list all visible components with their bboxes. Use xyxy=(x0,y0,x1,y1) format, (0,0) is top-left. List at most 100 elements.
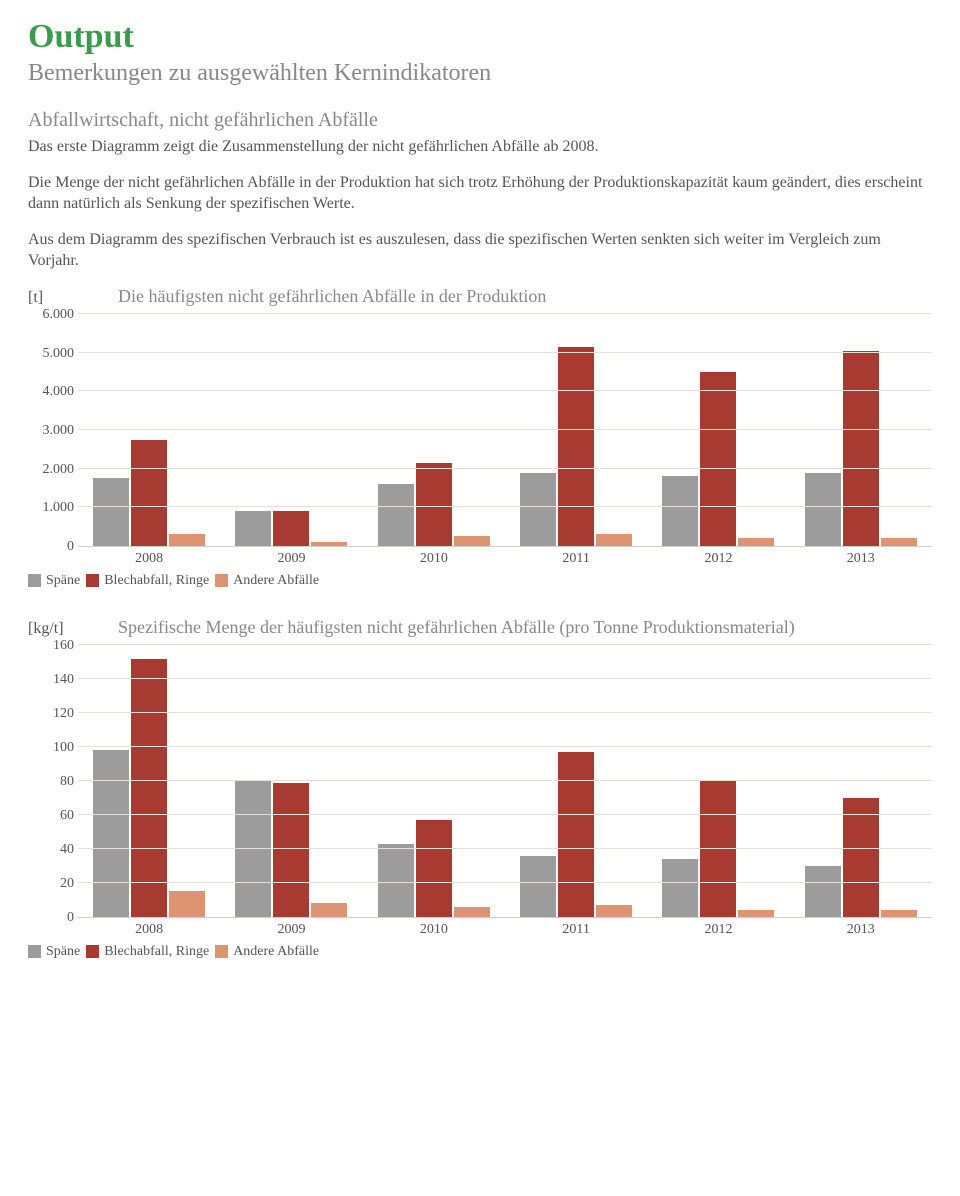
legend-item-spaene: Späne xyxy=(28,944,80,960)
swatch-icon xyxy=(86,574,99,587)
bar xyxy=(235,781,271,917)
y-tick-label: 5.000 xyxy=(43,346,75,362)
bar xyxy=(93,478,129,546)
chart-1-xaxis: 200820092010201120122013 xyxy=(78,551,932,567)
legend-label: Andere Abfälle xyxy=(233,573,319,589)
grid-line xyxy=(78,506,932,507)
bar xyxy=(805,473,841,546)
chart-2: [kg/t] Spezifische Menge der häufigsten … xyxy=(28,617,932,960)
bar xyxy=(378,484,414,546)
y-tick-label: 0 xyxy=(67,539,74,555)
bar xyxy=(93,750,129,917)
x-tick-label: 2011 xyxy=(505,551,647,567)
chart-1-unit: [t] xyxy=(28,289,78,307)
legend-item-andere: Andere Abfälle xyxy=(215,573,319,589)
y-tick-label: 2.000 xyxy=(43,462,75,478)
grid-line xyxy=(78,746,932,747)
bar xyxy=(131,440,167,546)
page-subtitle: Bemerkungen zu ausgewählten Kernindikato… xyxy=(28,60,932,87)
bar xyxy=(700,372,736,546)
swatch-icon xyxy=(28,574,41,587)
x-tick-label: 2011 xyxy=(505,922,647,938)
bar xyxy=(169,891,205,917)
swatch-icon xyxy=(86,945,99,958)
bar xyxy=(520,856,556,917)
legend-label: Späne xyxy=(46,573,80,589)
bar xyxy=(454,536,490,546)
y-tick-label: 0 xyxy=(67,910,74,926)
grid-line xyxy=(78,882,932,883)
section-title: Abfallwirtschaft, nicht gefährlichen Abf… xyxy=(28,109,932,132)
swatch-icon xyxy=(215,574,228,587)
x-tick-label: 2008 xyxy=(78,551,220,567)
grid-line xyxy=(78,780,932,781)
chart-2-yaxis: 020406080100120140160 xyxy=(28,646,78,918)
bar xyxy=(311,542,347,546)
grid-line xyxy=(78,848,932,849)
legend-label: Späne xyxy=(46,944,80,960)
bar-group xyxy=(78,646,220,917)
bar-group xyxy=(647,646,789,917)
legend-label: Blechabfall, Ringe xyxy=(104,944,209,960)
bar-group xyxy=(790,646,932,917)
bar xyxy=(273,783,309,917)
grid-line xyxy=(78,352,932,353)
bar xyxy=(416,463,452,546)
grid-line xyxy=(78,712,932,713)
y-tick-label: 3.000 xyxy=(43,423,75,439)
grid-line xyxy=(78,678,932,679)
bar-group xyxy=(220,315,362,546)
swatch-icon xyxy=(28,945,41,958)
bar-group xyxy=(363,315,505,546)
x-tick-label: 2012 xyxy=(647,551,789,567)
legend-label: Andere Abfälle xyxy=(233,944,319,960)
bar xyxy=(273,511,309,546)
bar xyxy=(131,659,167,917)
grid-line xyxy=(78,390,932,391)
legend-item-blechabfall: Blechabfall, Ringe xyxy=(86,573,209,589)
grid-line xyxy=(78,814,932,815)
chart-1: [t] Die häufigsten nicht gefährlichen Ab… xyxy=(28,286,932,589)
bar-group xyxy=(647,315,789,546)
bar-group xyxy=(505,646,647,917)
bar xyxy=(700,781,736,917)
bar-group xyxy=(505,315,647,546)
chart-1-yaxis: 01.0002.0003.0004.0005.0006.000 xyxy=(28,315,78,547)
chart-2-plot xyxy=(78,646,932,918)
y-tick-label: 1.000 xyxy=(43,500,75,516)
grid-line xyxy=(78,313,932,314)
bar xyxy=(738,538,774,546)
bar xyxy=(662,476,698,546)
x-tick-label: 2013 xyxy=(790,922,932,938)
y-tick-label: 140 xyxy=(53,672,74,688)
chart-2-xaxis: 200820092010201120122013 xyxy=(78,922,932,938)
paragraph: Das erste Diagramm zeigt die Zusammenste… xyxy=(28,136,932,158)
bar xyxy=(843,798,879,917)
x-tick-label: 2012 xyxy=(647,922,789,938)
y-tick-label: 6.000 xyxy=(43,307,75,323)
y-tick-label: 100 xyxy=(53,740,74,756)
chart-1-title: Die häufigsten nicht gefährlichen Abfäll… xyxy=(118,286,546,307)
y-tick-label: 4.000 xyxy=(43,384,75,400)
legend-item-andere: Andere Abfälle xyxy=(215,944,319,960)
legend-item-spaene: Späne xyxy=(28,573,80,589)
grid-line xyxy=(78,644,932,645)
bar xyxy=(311,903,347,917)
bar xyxy=(454,907,490,917)
y-tick-label: 20 xyxy=(60,876,74,892)
bar xyxy=(596,534,632,546)
bar-group xyxy=(220,646,362,917)
chart-2-legend: Späne Blechabfall, Ringe Andere Abfälle xyxy=(28,944,932,960)
x-tick-label: 2010 xyxy=(363,551,505,567)
x-tick-label: 2010 xyxy=(363,922,505,938)
grid-line xyxy=(78,468,932,469)
y-tick-label: 40 xyxy=(60,842,74,858)
bar xyxy=(881,910,917,917)
bar xyxy=(738,910,774,917)
grid-line xyxy=(78,429,932,430)
bar-group xyxy=(363,646,505,917)
chart-1-plot xyxy=(78,315,932,547)
y-tick-label: 160 xyxy=(53,638,74,654)
y-tick-label: 120 xyxy=(53,706,74,722)
paragraph: Die Menge der nicht gefährlichen Abfälle… xyxy=(28,172,932,215)
